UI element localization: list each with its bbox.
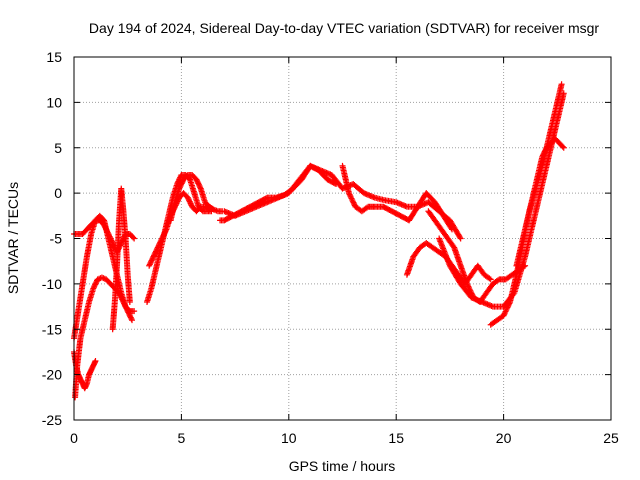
data-point [558, 81, 565, 88]
series-arc11 [339, 162, 456, 233]
y-tick-label: -25 [42, 412, 62, 428]
data-point [560, 144, 567, 151]
data-point-fill [347, 192, 354, 199]
y-tick-label: -20 [42, 367, 62, 383]
data-point [92, 358, 99, 365]
data-point-fill [351, 201, 358, 208]
data-point-fill [456, 234, 463, 241]
y-tick-label: -10 [42, 276, 62, 292]
x-tick-label: 10 [281, 430, 297, 446]
data-point [131, 235, 138, 242]
y-tick-label: 15 [46, 49, 62, 65]
data-point [457, 235, 464, 242]
data-series [71, 81, 567, 401]
data-point [464, 280, 471, 287]
y-tick-label: -15 [42, 321, 62, 337]
data-point-fill [503, 307, 510, 314]
x-tick-label: 0 [70, 430, 78, 446]
data-point [449, 226, 456, 233]
data-point-fill [448, 225, 455, 232]
data-point-fill [505, 303, 512, 310]
data-point-fill [502, 308, 509, 315]
data-point [126, 299, 133, 306]
data-point-fill [347, 194, 354, 201]
chart-title: Day 194 of 2024, Sidereal Day-to-day VTE… [89, 20, 599, 36]
data-point-fill [349, 198, 356, 205]
y-tick-label: -5 [50, 231, 63, 247]
data-point [131, 308, 138, 315]
y-tick-label: 10 [46, 94, 62, 110]
data-point-fill [197, 184, 204, 191]
data-point-fill [464, 282, 471, 289]
series-arc8 [167, 171, 226, 224]
data-point-fill [559, 143, 566, 150]
axis-ticks: 0 5 10 15 20 25 -25 -20 -15 -10 -5 0 5 10 15 [42, 49, 619, 446]
data-point-fill [504, 304, 511, 311]
y-tick-label: 5 [54, 140, 62, 156]
data-point [345, 190, 352, 197]
x-tick-label: 25 [603, 430, 619, 446]
data-point-fill [501, 309, 508, 316]
series-arc15 [487, 81, 565, 328]
x-tick-label: 15 [388, 430, 404, 446]
data-point-fill [349, 196, 356, 203]
series-arc16 [513, 135, 567, 269]
data-point-fill [348, 195, 355, 202]
data-point-fill [350, 199, 357, 206]
x-axis-label: GPS time / hours [289, 458, 396, 474]
data-point-fill [130, 234, 137, 241]
data-point-fill [162, 227, 169, 234]
data-point [128, 317, 135, 324]
data-point-fill [503, 305, 510, 312]
y-tick-label: 0 [54, 185, 62, 201]
x-tick-label: 20 [496, 430, 512, 446]
data-point-fill [506, 300, 513, 307]
series-arc5 [109, 185, 133, 333]
data-point-fill [501, 311, 508, 318]
data-point-fill [346, 191, 353, 198]
data-point-fill [128, 315, 135, 322]
data-point-fill [486, 275, 493, 282]
data-point-fill [466, 286, 473, 293]
x-tick-label: 5 [178, 430, 186, 446]
data-point-fill [465, 283, 472, 290]
data-point-fill [505, 301, 512, 308]
data-point [500, 312, 507, 319]
y-axis-label: SDTVAR / TECUs [5, 182, 21, 294]
data-point-fill [466, 284, 473, 291]
data-point [487, 276, 494, 283]
